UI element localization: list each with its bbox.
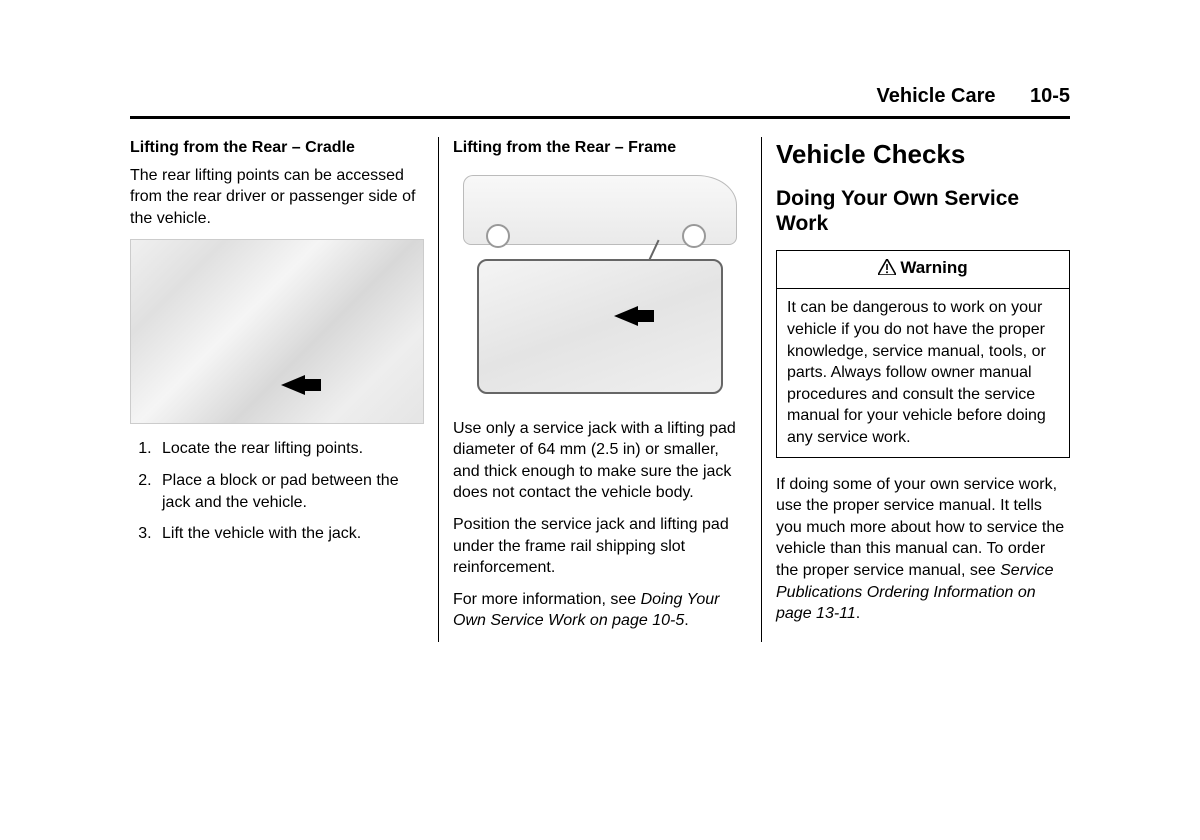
column-3: Vehicle Checks Doing Your Own Service Wo… [762,137,1070,642]
col2-p3-end: . [684,612,688,629]
col1-steps: Locate the rear lifting points. Place a … [130,438,424,544]
col3-h2: Doing Your Own Service Work [776,186,1070,236]
warning-triangle-icon [878,259,896,282]
arrow-icon [614,306,638,326]
warning-body: It can be dangerous to work on your vehi… [777,289,1069,456]
header-section: Vehicle Care [877,85,996,107]
arrow-icon [281,375,305,395]
col1-heading: Lifting from the Rear – Cradle [130,137,424,159]
col3-p1: If doing some of your own service work, … [776,474,1070,625]
col2-p2: Position the service jack and lifting pa… [453,514,747,579]
warning-label: Warning [900,258,967,277]
page-header: Vehicle Care 10-5 [130,85,1070,119]
col2-p1: Use only a service jack with a lifting p… [453,418,747,504]
column-2: Lifting from the Rear – Frame Use only a… [439,137,762,642]
col2-p3: For more information, see Doing Your Own… [453,589,747,632]
car-outline [463,175,737,245]
warning-header: Warning [777,251,1069,289]
warning-box: Warning It can be dangerous to work on y… [776,250,1070,457]
step-item: Place a block or pad between the jack an… [156,470,424,513]
column-1: Lifting from the Rear – Cradle The rear … [130,137,439,642]
step-item: Locate the rear lifting points. [156,438,424,460]
illustration-rear-frame [453,169,747,404]
header-page-number: 10-5 [1030,85,1070,107]
callout-box [477,259,723,394]
col3-h1: Vehicle Checks [776,137,1070,172]
col1-intro: The rear lifting points can be accessed … [130,165,424,230]
step-item: Lift the vehicle with the jack. [156,523,424,545]
col2-heading: Lifting from the Rear – Frame [453,137,747,159]
col2-p3-text: For more information, see [453,591,641,608]
content-columns: Lifting from the Rear – Cradle The rear … [130,137,1070,642]
col3-p1-end: . [856,605,860,622]
illustration-rear-cradle [130,239,424,424]
